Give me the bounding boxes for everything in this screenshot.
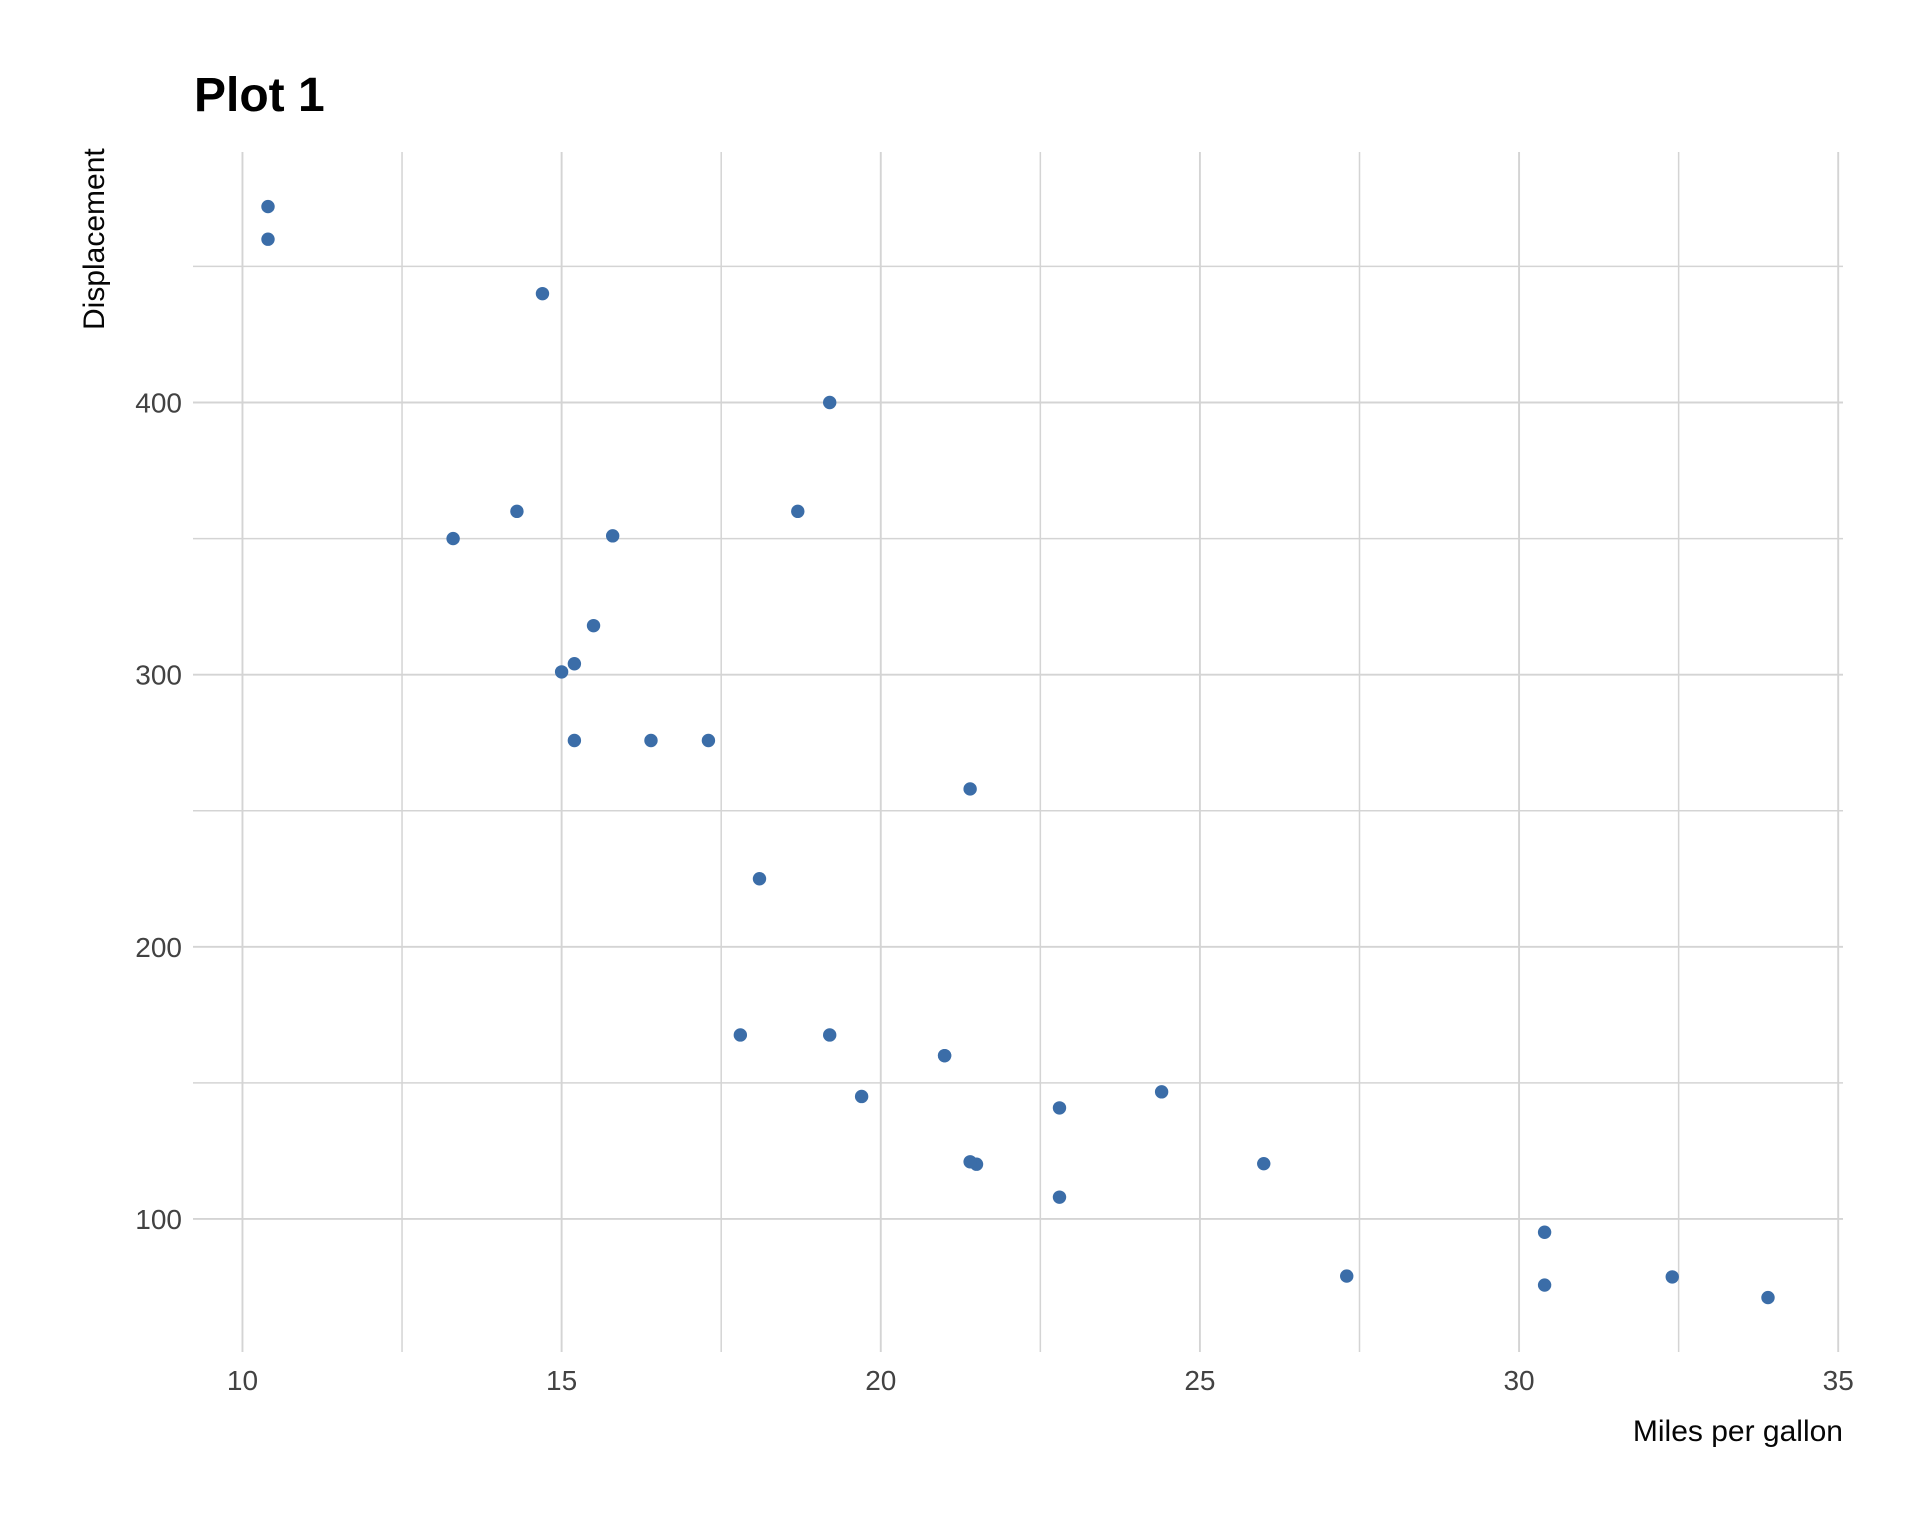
x-axis-title: Miles per gallon [1632, 1415, 1843, 1448]
data-point [446, 531, 460, 546]
data-point [733, 1028, 748, 1042]
y-tick-label: 200 [135, 932, 182, 963]
y-tick-label: 300 [135, 660, 182, 691]
data-point [567, 657, 582, 671]
data-point [261, 232, 275, 246]
data-point [510, 504, 524, 519]
y-tick-label: 100 [135, 1204, 182, 1235]
data-point [1340, 1269, 1354, 1283]
data-point [854, 1089, 869, 1104]
data-point [823, 1028, 837, 1042]
data-point [1257, 1156, 1271, 1171]
x-tick-label: 25 [1184, 1365, 1215, 1396]
data-point [1052, 1101, 1067, 1115]
data-point [586, 618, 601, 633]
data-point [1537, 1225, 1552, 1239]
plot-title: Plot 1 [194, 69, 325, 122]
x-tick-label: 30 [1503, 1365, 1534, 1396]
data-point [1052, 1190, 1067, 1204]
y-tick-label: 400 [135, 388, 182, 419]
data-point [701, 733, 716, 748]
data-point [791, 504, 805, 519]
data-point [1761, 1290, 1775, 1305]
data-point [535, 286, 550, 301]
x-tick-label: 20 [865, 1365, 896, 1396]
data-point [823, 395, 837, 410]
data-point [1665, 1270, 1679, 1284]
data-point [644, 733, 658, 748]
data-point [1154, 1085, 1169, 1099]
x-tick-label: 10 [227, 1365, 258, 1396]
data-point [1537, 1278, 1552, 1292]
x-tick-label: 35 [1823, 1365, 1854, 1396]
x-tick-label: 15 [546, 1365, 577, 1396]
data-point [605, 529, 620, 543]
data-point [963, 782, 977, 796]
data-point [937, 1048, 952, 1063]
data-point [752, 872, 767, 886]
data-point [963, 1155, 977, 1169]
data-point [554, 665, 569, 679]
data-point [261, 199, 275, 214]
data-point [567, 733, 582, 748]
